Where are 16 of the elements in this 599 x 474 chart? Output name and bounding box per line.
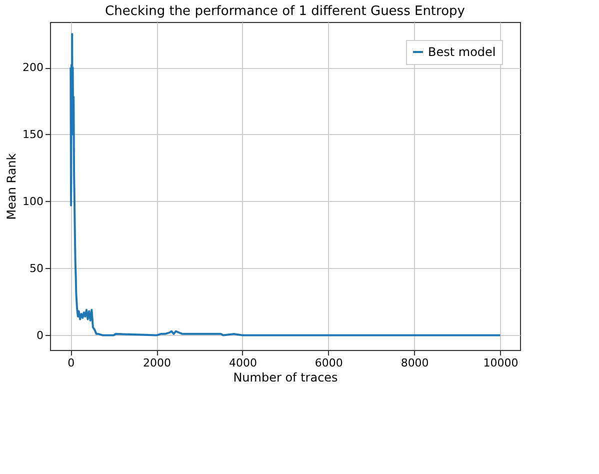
y-tick-label: 0 (36, 328, 44, 342)
legend-label: Best model (428, 45, 496, 59)
y-tick-label: 50 (30, 262, 44, 275)
x-tick-label: 4000 (228, 356, 257, 370)
x-tick-label: 2000 (143, 356, 172, 370)
x-tick-label: 10000 (483, 356, 518, 370)
y-tick-label: 150 (22, 128, 44, 141)
x-tick-label: 0 (68, 356, 75, 370)
line-series (70, 33, 502, 336)
y-tick-label: 100 (22, 194, 44, 208)
y-tick-label: 200 (22, 61, 44, 74)
x-tick-label: 8000 (400, 356, 429, 370)
y-axis-title: Mean Rank (4, 153, 19, 220)
chart-title: Checking the performance of 1 different Guess Entropy (105, 4, 466, 19)
x-axis-title: Number of traces (233, 370, 338, 384)
x-tick-label: 6000 (314, 356, 343, 370)
